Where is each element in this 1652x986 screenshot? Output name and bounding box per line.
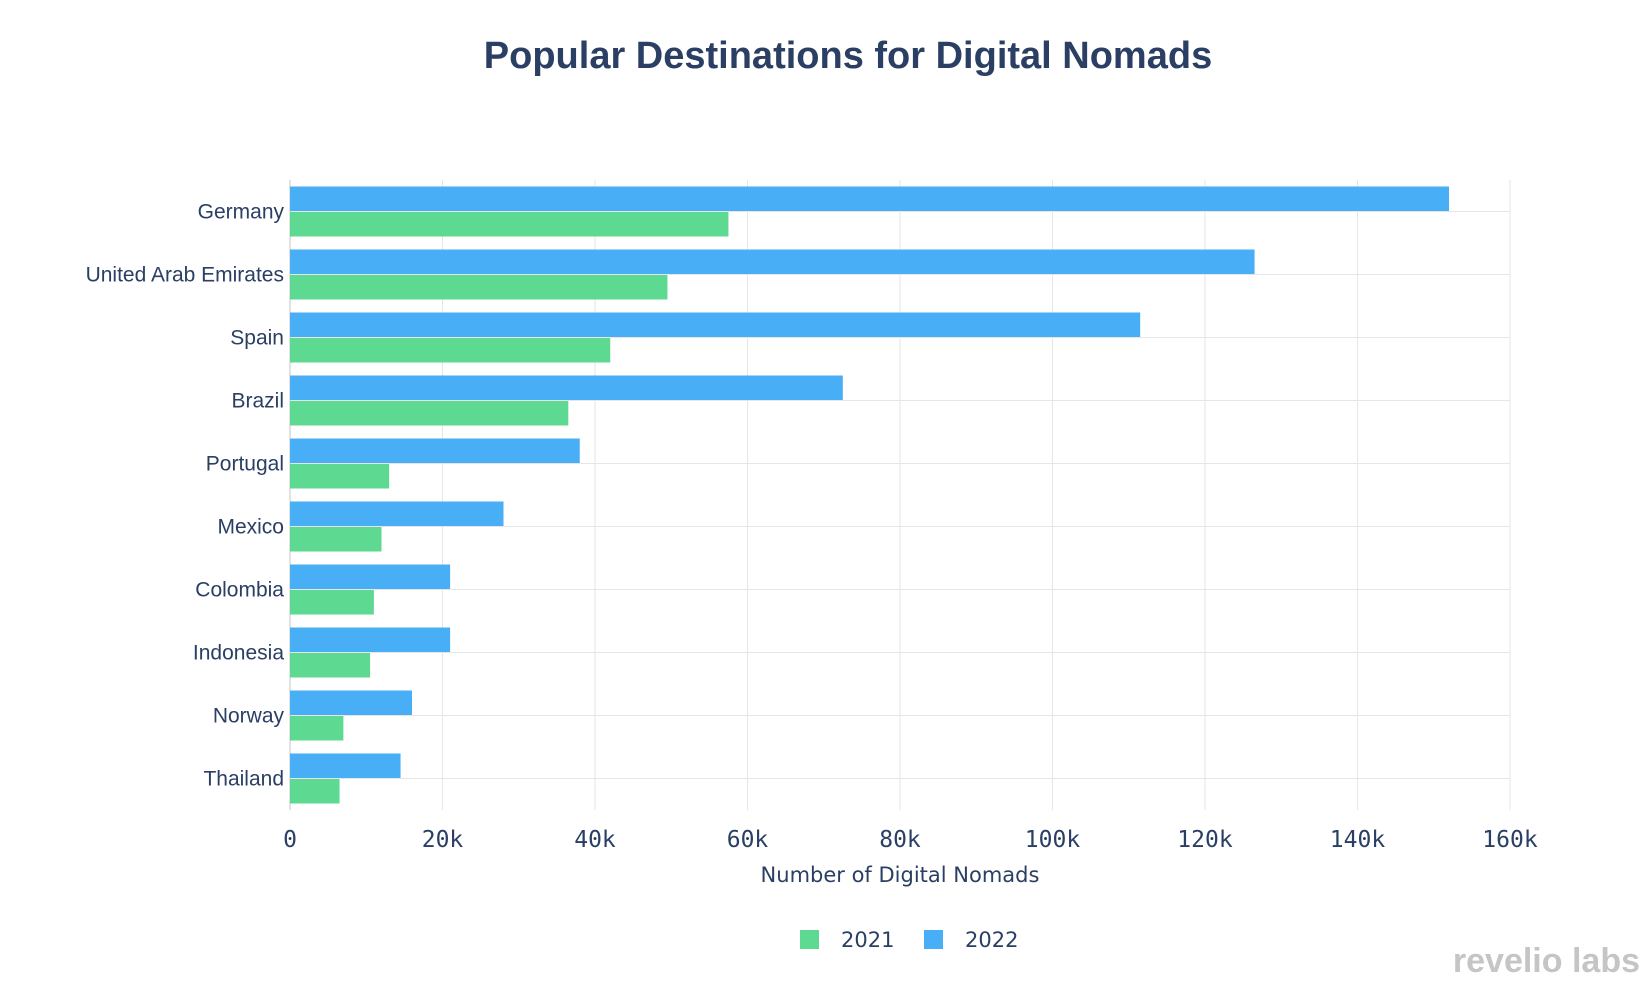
bar-2021-colombia xyxy=(290,590,374,615)
bars xyxy=(290,186,1449,804)
x-tick-label: 20k xyxy=(422,827,464,853)
x-tick-label: 140k xyxy=(1330,827,1386,853)
bar-2021-brazil xyxy=(290,401,569,426)
category-label: United Arab Emirates xyxy=(86,264,284,287)
x-tick-label: 120k xyxy=(1177,827,1233,853)
legend-item-2021[interactable]: 2021 xyxy=(800,928,894,952)
legend-label: 2021 xyxy=(841,928,894,952)
category-labels: Germany United Arab Emirates Spain Brazil Po… xyxy=(86,201,285,791)
bar-2022-norway xyxy=(290,690,412,715)
bar-2021-thailand xyxy=(290,779,340,804)
x-tick-label: 0 xyxy=(283,827,297,853)
x-tick-label: 60k xyxy=(727,827,769,853)
legend-label: 2022 xyxy=(965,928,1018,952)
x-tick-labels: 0 20k 40k 60k 80k 100k 120k 140k 160k xyxy=(283,827,1538,853)
category-label: Brazil xyxy=(231,390,284,413)
bar-2021-spain xyxy=(290,338,611,363)
category-label: Spain xyxy=(230,327,284,350)
category-label: Indonesia xyxy=(193,642,284,665)
bar-2021-united-arab-emirates xyxy=(290,275,668,300)
bar-2022-spain xyxy=(290,312,1141,337)
bar-2022-united-arab-emirates xyxy=(290,249,1255,274)
x-tick-label: 100k xyxy=(1025,827,1081,853)
x-axis-title: Number of Digital Nomads xyxy=(761,863,1040,887)
brand-logo: revelio labs xyxy=(1453,942,1640,980)
bar-2021-portugal xyxy=(290,464,390,489)
legend-item-2022[interactable]: 2022 xyxy=(924,928,1018,952)
gridlines xyxy=(289,180,1511,810)
bar-2022-indonesia xyxy=(290,627,451,652)
category-label: Portugal xyxy=(206,453,284,476)
bar-2021-norway xyxy=(290,716,344,741)
bar-2022-colombia xyxy=(290,564,451,589)
x-tick-label: 40k xyxy=(574,827,616,853)
category-label: Colombia xyxy=(195,579,284,602)
category-label: Germany xyxy=(198,201,285,224)
bar-2021-mexico xyxy=(290,527,382,552)
bar-2021-germany xyxy=(290,212,729,237)
category-label: Mexico xyxy=(217,516,284,539)
bar-2021-indonesia xyxy=(290,653,371,678)
legend-swatch xyxy=(924,930,943,949)
brand-logo-text: revelio labs xyxy=(1453,942,1640,980)
category-label: Norway xyxy=(213,705,285,728)
bar-2022-germany xyxy=(290,186,1449,211)
category-label: Thailand xyxy=(203,768,284,791)
bar-2022-portugal xyxy=(290,438,580,463)
chart-title: Popular Destinations for Digital Nomads xyxy=(484,35,1212,77)
bar-2022-mexico xyxy=(290,501,504,526)
x-tick-label: 80k xyxy=(879,827,921,853)
legend-swatch xyxy=(800,930,819,949)
x-tick-label: 160k xyxy=(1482,827,1538,853)
bar-2022-brazil xyxy=(290,375,843,400)
bar-2022-thailand xyxy=(290,753,401,778)
legend[interactable]: 2021 2022 xyxy=(800,928,1018,952)
